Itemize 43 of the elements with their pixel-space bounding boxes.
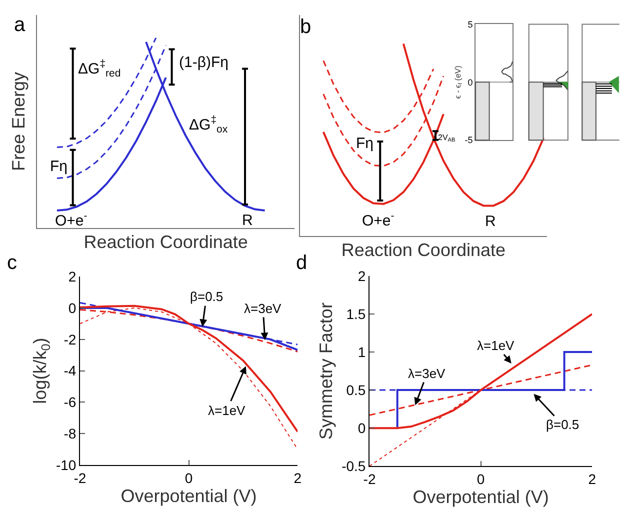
y-tick-label: -6 bbox=[64, 394, 76, 410]
y-tick-label: -0.5 bbox=[342, 458, 366, 474]
y-tick-label: -8 bbox=[64, 426, 76, 442]
y-axis-title: Free Energy bbox=[8, 72, 28, 172]
y-tick-label: 0.5 bbox=[346, 382, 366, 398]
x-tick-label: 0 bbox=[184, 470, 193, 486]
chart-title: c bbox=[7, 252, 17, 274]
y-tick-label: -5 bbox=[464, 135, 473, 146]
y-tick-label: 1.5 bbox=[346, 306, 366, 322]
annotation: λ=3eV bbox=[408, 366, 446, 381]
y-tick-label: 1 bbox=[358, 344, 366, 360]
y-tick-label: 0 bbox=[68, 300, 76, 316]
y-tick-label: -10 bbox=[56, 456, 76, 473]
annotation: R bbox=[485, 213, 496, 230]
y-tick-label: 0 bbox=[468, 77, 473, 88]
annotation: O+e$^{-}$ bbox=[362, 210, 395, 230]
annotation: O+e$^{-}$ bbox=[55, 210, 88, 230]
y-tick-label: 2 bbox=[358, 268, 366, 284]
annotation: λ=1eV bbox=[477, 338, 515, 353]
annotation: λ=3eV bbox=[244, 301, 282, 316]
annotation: (1-β)Fη bbox=[179, 54, 228, 71]
y-tick-label: 2 bbox=[68, 268, 76, 284]
y-tick-label: -4 bbox=[64, 362, 76, 379]
annotation: R bbox=[242, 212, 253, 229]
annotation: Fη bbox=[50, 158, 68, 175]
x-tick-label: 2 bbox=[294, 470, 302, 486]
y-tick-label: 0 bbox=[358, 420, 366, 436]
annotation: β=0.5 bbox=[190, 289, 224, 304]
chart-title: a bbox=[14, 14, 26, 36]
x-axis-title: Overpotential (V) bbox=[120, 486, 257, 506]
chart-title: d bbox=[296, 252, 308, 274]
y-axis-title: Symmetry Factor bbox=[316, 302, 336, 440]
x-tick-label: 2 bbox=[588, 470, 596, 487]
annotation: β=0.5 bbox=[546, 417, 580, 432]
annotation: 2V$_{AB}$ bbox=[438, 133, 456, 144]
annotation: Fη bbox=[356, 135, 374, 152]
y-tick-label: 5 bbox=[468, 19, 473, 30]
x-axis-title: Reaction Coordinate bbox=[84, 232, 248, 252]
y-tick-label: -2 bbox=[64, 331, 76, 348]
annotation: λ=1eV bbox=[208, 403, 246, 418]
x-axis-title: Overpotential (V) bbox=[412, 486, 549, 507]
x-axis-title: Reaction Coordinate bbox=[341, 240, 506, 260]
chart-title: b bbox=[300, 16, 312, 38]
